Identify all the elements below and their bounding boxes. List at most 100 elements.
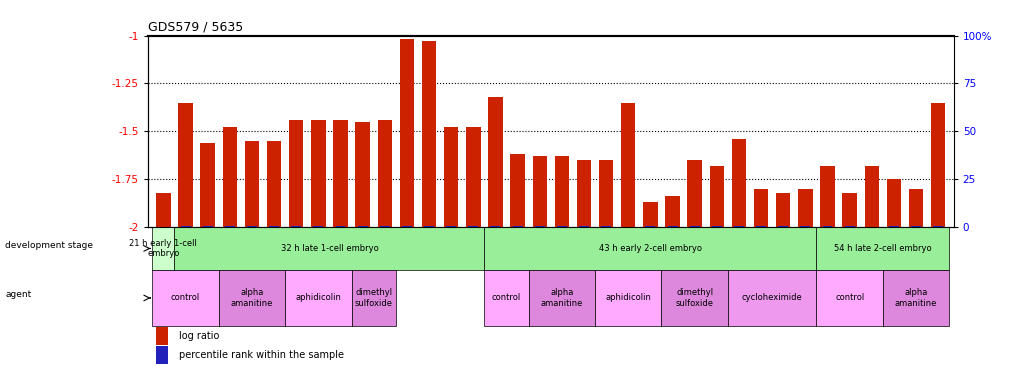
Text: alpha
amanitine: alpha amanitine — [230, 288, 273, 308]
Bar — [267, 141, 281, 227]
Bar — [245, 141, 259, 227]
Bar — [775, 193, 790, 227]
Bar — [908, 189, 922, 227]
Text: control: control — [835, 294, 863, 303]
Bar — [930, 103, 945, 227]
Bar — [222, 128, 236, 227]
Bar — [709, 166, 723, 227]
Bar — [886, 179, 900, 227]
Bar — [311, 120, 325, 227]
Bar — [600, 226, 610, 227]
Bar — [577, 160, 591, 227]
Bar — [815, 227, 949, 270]
Bar — [247, 226, 257, 227]
Bar — [556, 226, 567, 227]
Bar — [174, 227, 484, 270]
Bar — [800, 226, 809, 227]
Text: agent: agent — [5, 290, 32, 299]
Bar — [399, 39, 414, 227]
Bar — [594, 270, 661, 326]
Bar — [932, 226, 943, 227]
Text: dimethyl
sulfoxide: dimethyl sulfoxide — [355, 288, 392, 308]
Bar — [798, 189, 812, 227]
Text: GDS579 / 5635: GDS579 / 5635 — [148, 20, 243, 33]
Bar — [643, 202, 657, 227]
Bar — [156, 327, 168, 345]
Bar — [484, 270, 528, 326]
Bar — [728, 270, 815, 326]
Text: 21 h early 1-cell
embryо: 21 h early 1-cell embryо — [129, 239, 197, 258]
Bar — [910, 226, 920, 227]
Bar — [889, 226, 898, 227]
Text: control: control — [491, 294, 521, 303]
Text: dimethyl
sulfoxide: dimethyl sulfoxide — [675, 288, 713, 308]
Bar — [152, 227, 174, 270]
Bar — [466, 128, 480, 227]
Bar — [269, 226, 279, 227]
Bar — [401, 226, 412, 227]
Bar — [815, 270, 882, 326]
Bar — [661, 270, 728, 326]
Text: 54 h late 2-cell embryo: 54 h late 2-cell embryo — [834, 244, 930, 253]
Bar — [711, 226, 721, 227]
Bar — [534, 226, 544, 227]
Text: aphidicolin: aphidicolin — [296, 294, 341, 303]
Text: cycloheximide: cycloheximide — [741, 294, 802, 303]
Bar — [842, 193, 856, 227]
Bar — [490, 226, 500, 227]
Bar — [821, 226, 832, 227]
Bar — [424, 226, 434, 227]
Bar — [218, 270, 285, 326]
Bar — [377, 120, 391, 227]
Bar — [666, 226, 677, 227]
Bar — [528, 270, 594, 326]
Bar — [755, 226, 765, 227]
Bar — [731, 139, 746, 227]
Bar — [621, 103, 635, 227]
Text: 43 h early 2-cell embryo: 43 h early 2-cell embryo — [598, 244, 701, 253]
Text: 32 h late 1-cell embryo: 32 h late 1-cell embryo — [280, 244, 378, 253]
Text: log ratio: log ratio — [178, 331, 219, 341]
Bar — [355, 122, 370, 227]
Bar — [513, 226, 522, 227]
Bar — [689, 226, 699, 227]
Bar — [333, 120, 347, 227]
Bar — [335, 226, 345, 227]
Bar — [645, 226, 655, 227]
Bar — [203, 226, 212, 227]
Bar — [819, 166, 834, 227]
Bar — [844, 226, 854, 227]
Bar — [777, 226, 788, 227]
Bar — [664, 196, 679, 227]
Bar — [488, 97, 502, 227]
Text: control: control — [171, 294, 200, 303]
Bar — [484, 227, 815, 270]
Bar — [156, 346, 168, 364]
Bar — [554, 156, 569, 227]
Text: aphidicolin: aphidicolin — [604, 294, 650, 303]
Bar — [468, 226, 478, 227]
Bar — [313, 226, 323, 227]
Bar — [288, 120, 303, 227]
Text: development stage: development stage — [5, 241, 93, 250]
Bar — [180, 226, 191, 227]
Bar — [291, 226, 301, 227]
Bar — [598, 160, 612, 227]
Bar — [864, 166, 878, 227]
Bar — [224, 226, 234, 227]
Text: alpha
amanitine: alpha amanitine — [894, 288, 936, 308]
Bar — [734, 226, 743, 227]
Bar — [753, 189, 767, 227]
Bar — [201, 143, 215, 227]
Bar — [285, 270, 352, 326]
Bar — [379, 226, 389, 227]
Text: alpha
amanitine: alpha amanitine — [540, 288, 583, 308]
Bar — [178, 103, 193, 227]
Bar — [358, 226, 367, 227]
Bar — [445, 226, 455, 227]
Bar — [579, 226, 588, 227]
Bar — [443, 128, 458, 227]
Bar — [156, 193, 170, 227]
Bar — [152, 270, 218, 326]
Bar — [687, 160, 701, 227]
